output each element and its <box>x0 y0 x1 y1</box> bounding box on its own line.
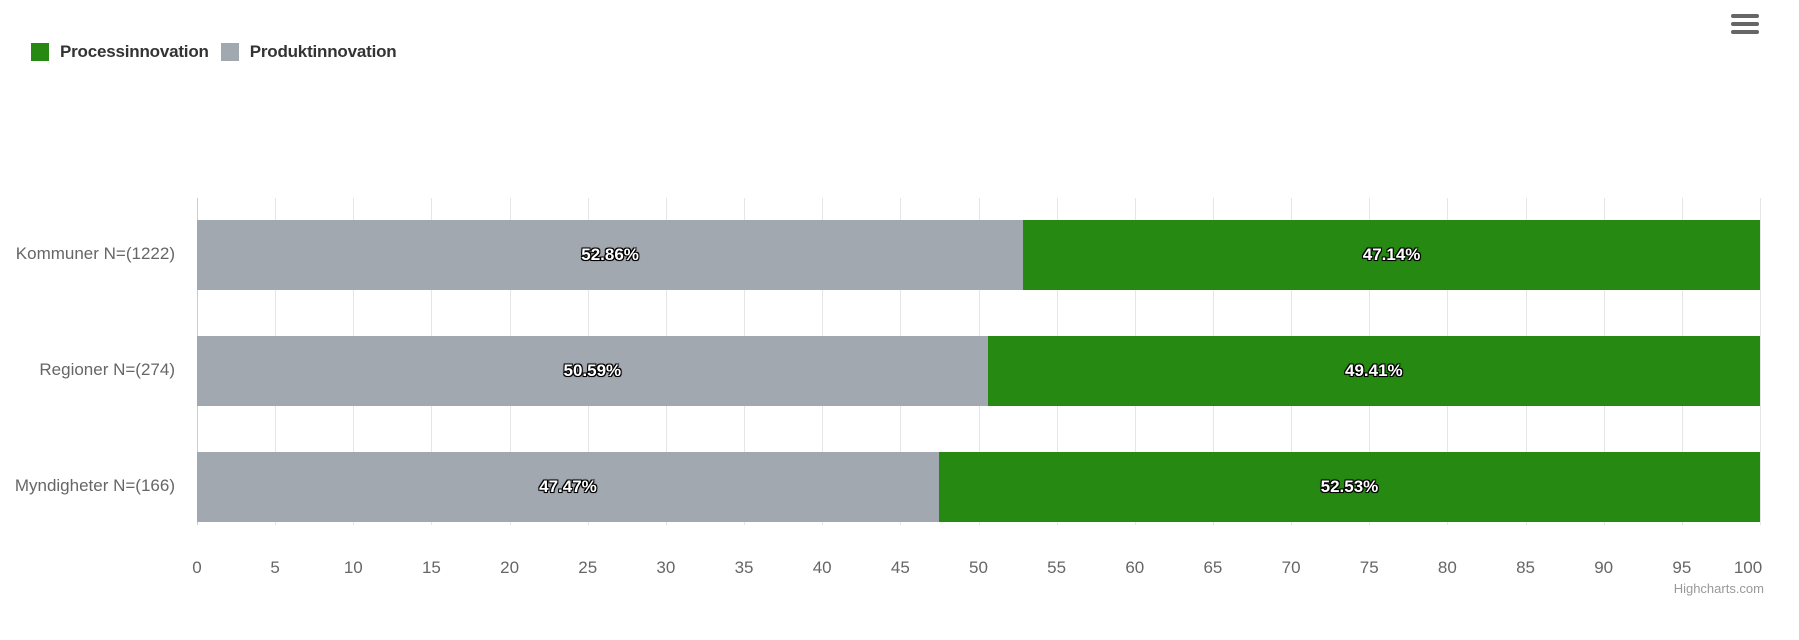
legend-label: Produktinnovation <box>249 42 397 61</box>
x-tick-label: 5 <box>270 558 280 577</box>
bar-segment-processinnovation[interactable]: 52.53% <box>938 452 1760 522</box>
x-tick-label: 55 <box>1047 558 1067 577</box>
data-label: 52.86% <box>581 245 639 264</box>
bar-segment-produktinnovation[interactable]: 47.47% <box>197 452 939 522</box>
bar-segment-produktinnovation[interactable]: 52.86% <box>197 220 1024 290</box>
x-tick-label: 45 <box>890 558 910 577</box>
data-label: 52.53% <box>1320 477 1379 496</box>
x-tick-label: 95 <box>1672 558 1692 577</box>
x-tick-label: 85 <box>1516 558 1536 577</box>
legend-swatch-processinnovation <box>31 43 49 61</box>
chart-legend: Processinnovation Produktinnovation <box>31 42 408 62</box>
bar-row: 52.86% 47.14% <box>197 220 1760 290</box>
x-tick-label: 35 <box>734 558 754 577</box>
x-tick-label: 10 <box>343 558 363 577</box>
x-tick-label: 50 <box>969 558 988 577</box>
hamburger-menu-icon[interactable] <box>1731 14 1759 38</box>
x-tick-label: 60 <box>1125 558 1145 577</box>
legend-item-processinnovation[interactable]: Processinnovation <box>31 42 209 62</box>
x-tick-label: 15 <box>421 558 441 577</box>
legend-item-produktinnovation[interactable]: Produktinnovation <box>220 42 397 62</box>
bar-row: 50.59% 49.41% <box>197 336 1760 406</box>
credits-link[interactable]: Highcharts.com <box>1673 581 1764 596</box>
x-tick-label: 80 <box>1437 558 1457 577</box>
category-label: Regioner N=(274) <box>39 360 175 379</box>
bar-segment-processinnovation[interactable]: 49.41% <box>987 336 1760 406</box>
x-tick-label: 20 <box>500 558 520 577</box>
x-tick-label: 100 <box>1733 558 1763 577</box>
legend-swatch-produktinnovation <box>220 43 239 61</box>
gridline <box>1760 198 1761 525</box>
category-label: Myndigheter N=(166) <box>14 476 175 495</box>
x-tick-label: 0 <box>192 558 202 577</box>
bar-segment-processinnovation[interactable]: 47.14% <box>1023 220 1760 290</box>
x-tick-label: 30 <box>656 558 676 577</box>
data-label: 47.47% <box>539 477 597 496</box>
data-label: 47.14% <box>1362 245 1421 264</box>
bar-row: 47.47% 52.53% <box>197 452 1760 522</box>
x-tick-label: 75 <box>1359 558 1379 577</box>
x-tick-label: 40 <box>812 558 832 577</box>
data-label: 49.41% <box>1345 361 1403 380</box>
data-label: 50.59% <box>563 361 622 380</box>
x-tick-label: 70 <box>1281 558 1301 577</box>
x-tick-label: 25 <box>578 558 598 577</box>
x-tick-label: 90 <box>1594 558 1614 577</box>
legend-label: Processinnovation <box>60 42 209 61</box>
x-tick-label: 65 <box>1203 558 1223 577</box>
category-label: Kommuner N=(1222) <box>15 244 175 263</box>
bar-segment-produktinnovation[interactable]: 50.59% <box>197 336 988 406</box>
plot-area: 52.86% 47.14% 50.59% 49.41% 47.47% 52.53% <box>197 198 1761 525</box>
